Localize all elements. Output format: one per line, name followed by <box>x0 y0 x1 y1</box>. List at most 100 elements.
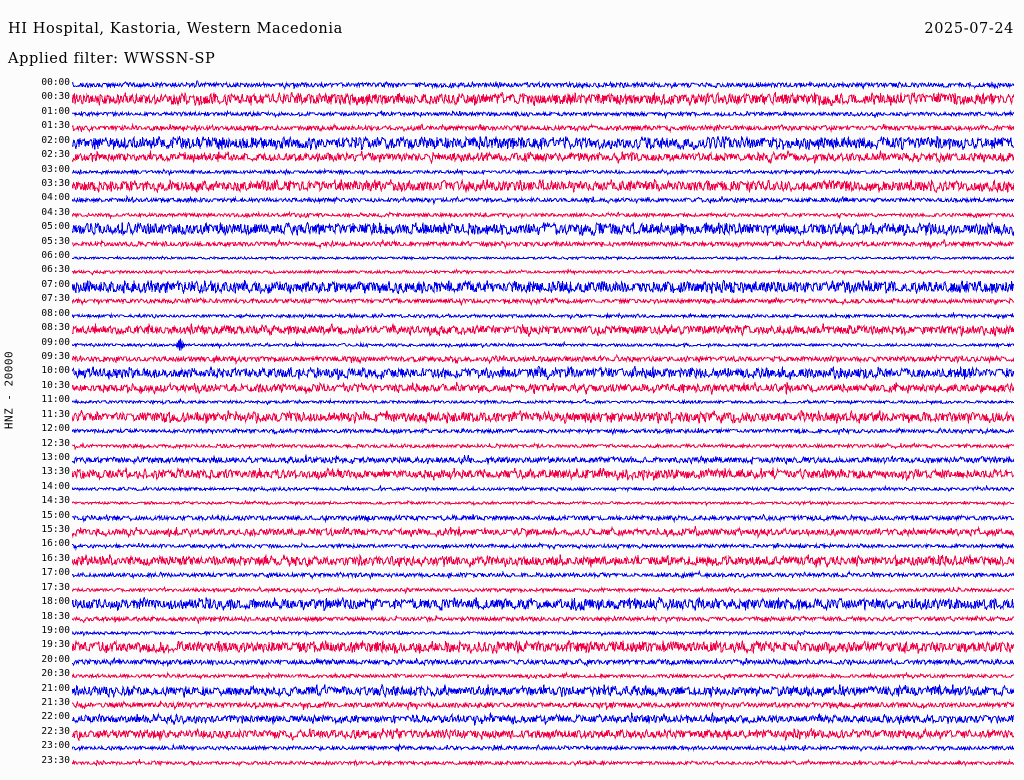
trace-row: 11:30 <box>0 409 1024 424</box>
seismic-trace <box>72 628 1014 637</box>
trace-row: 06:00 <box>0 251 1024 265</box>
record-date: 2025-07-24 <box>924 21 1014 37</box>
seismic-trace <box>72 210 1014 220</box>
trace-row: 03:30 <box>0 177 1024 193</box>
seismic-trace <box>72 366 1014 381</box>
trace-time-label: 21:30 <box>41 697 70 709</box>
seismic-trace <box>72 467 1014 482</box>
trace-row: 00:30 <box>0 91 1024 107</box>
seismic-trace <box>72 254 1014 262</box>
trace-time-label: 03:30 <box>41 177 70 189</box>
trace-time-label: 02:00 <box>41 134 70 146</box>
trace-row: 02:00 <box>0 134 1024 150</box>
trace-row: 08:30 <box>0 322 1024 338</box>
seismic-trace <box>72 353 1014 365</box>
seismic-trace <box>72 525 1014 539</box>
trace-time-label: 08:30 <box>41 322 70 334</box>
trace-time-label: 13:00 <box>41 451 70 463</box>
page-title: HI Hospital, Kastoria, Western Macedonia <box>8 21 343 37</box>
trace-time-label: 19:00 <box>41 624 70 636</box>
trace-row: 04:30 <box>0 206 1024 222</box>
trace-time-label: 22:00 <box>41 711 70 723</box>
trace-time-label: 02:30 <box>41 149 70 161</box>
trace-time-label: 21:00 <box>41 682 70 694</box>
seismic-trace <box>72 640 1014 655</box>
trace-time-label: 06:30 <box>41 264 70 276</box>
seismic-trace <box>72 441 1014 451</box>
trace-time-label: 14:30 <box>41 495 70 507</box>
seismic-trace <box>72 427 1014 437</box>
seismic-trace <box>72 484 1014 493</box>
trace-row: 06:30 <box>0 265 1024 279</box>
trace-row: 11:00 <box>0 395 1024 409</box>
trace-time-label: 20:00 <box>41 653 70 665</box>
seismic-trace <box>72 671 1014 681</box>
trace-row: 19:30 <box>0 639 1024 655</box>
trace-time-label: 08:00 <box>41 307 70 319</box>
seismic-trace <box>72 699 1014 711</box>
trace-row: 13:30 <box>0 466 1024 482</box>
trace-time-label: 22:30 <box>41 725 70 737</box>
trace-time-label: 04:00 <box>41 192 70 204</box>
seismic-trace <box>72 222 1014 237</box>
seismic-trace <box>72 311 1014 320</box>
trace-time-label: 19:30 <box>41 639 70 651</box>
trace-row: 09:30 <box>0 350 1024 366</box>
seismic-trace <box>72 712 1014 726</box>
seismic-trace <box>72 123 1014 134</box>
seismic-trace <box>72 409 1014 424</box>
trace-time-label: 17:00 <box>41 567 70 579</box>
trace-row: 20:30 <box>0 669 1024 683</box>
trace-row: 16:00 <box>0 539 1024 553</box>
trace-time-label: 23:30 <box>41 754 70 766</box>
helicorder-plot: 00:00 00:30 01:00 01:30 02:00 02:30 03:00 03:30… <box>0 78 1024 778</box>
trace-row: 09:00 <box>0 337 1024 352</box>
trace-time-label: 00:00 <box>41 77 70 88</box>
seismic-trace <box>72 381 1014 395</box>
trace-time-label: 16:00 <box>41 538 70 550</box>
seismic-trace <box>72 585 1014 595</box>
trace-row: 19:00 <box>0 624 1024 640</box>
trace-time-label: 13:30 <box>41 466 70 478</box>
seismic-trace <box>72 237 1014 250</box>
seismic-trace <box>72 338 1014 351</box>
seismic-trace <box>72 570 1014 580</box>
trace-time-label: 00:30 <box>41 91 70 103</box>
applied-filter-label: Applied filter: WWSSN-SP <box>8 51 216 67</box>
trace-time-label: 10:00 <box>41 365 70 377</box>
trace-time-label: 07:30 <box>41 293 70 305</box>
seismic-trace <box>72 323 1014 338</box>
trace-row: 18:00 <box>0 596 1024 612</box>
trace-row: 12:30 <box>0 438 1024 453</box>
trace-row: 22:00 <box>0 712 1024 726</box>
seismic-trace <box>72 614 1014 625</box>
trace-row: 15:30 <box>0 525 1024 539</box>
seismic-trace <box>72 135 1014 150</box>
trace-row: 07:00 <box>0 279 1024 294</box>
trace-row: 03:00 <box>0 163 1024 179</box>
seismic-trace <box>72 195 1014 206</box>
trace-time-label: 12:00 <box>41 423 70 435</box>
trace-time-label: 09:30 <box>41 350 70 362</box>
trace-row: 10:30 <box>0 379 1024 395</box>
trace-row: 23:30 <box>0 754 1024 770</box>
trace-row: 05:00 <box>0 222 1024 237</box>
seismic-trace <box>72 656 1014 668</box>
trace-time-label: 10:30 <box>41 379 70 391</box>
seismic-trace <box>72 268 1014 277</box>
seismic-trace <box>72 542 1014 552</box>
trace-time-label: 01:30 <box>41 120 70 132</box>
trace-time-label: 04:30 <box>41 206 70 218</box>
trace-row: 05:30 <box>0 236 1024 251</box>
trace-row: 14:30 <box>0 496 1024 510</box>
trace-time-label: 03:00 <box>41 163 70 175</box>
seismic-trace <box>72 92 1014 107</box>
seismic-trace <box>72 296 1014 307</box>
trace-time-label: 23:00 <box>41 740 70 752</box>
trace-row: 00:00 <box>0 78 1024 92</box>
trace-time-label: 18:00 <box>41 596 70 608</box>
trace-row: 13:00 <box>0 451 1024 467</box>
trace-row: 02:30 <box>0 149 1024 165</box>
trace-row: 01:30 <box>0 121 1024 135</box>
trace-time-label: 16:30 <box>41 552 70 564</box>
